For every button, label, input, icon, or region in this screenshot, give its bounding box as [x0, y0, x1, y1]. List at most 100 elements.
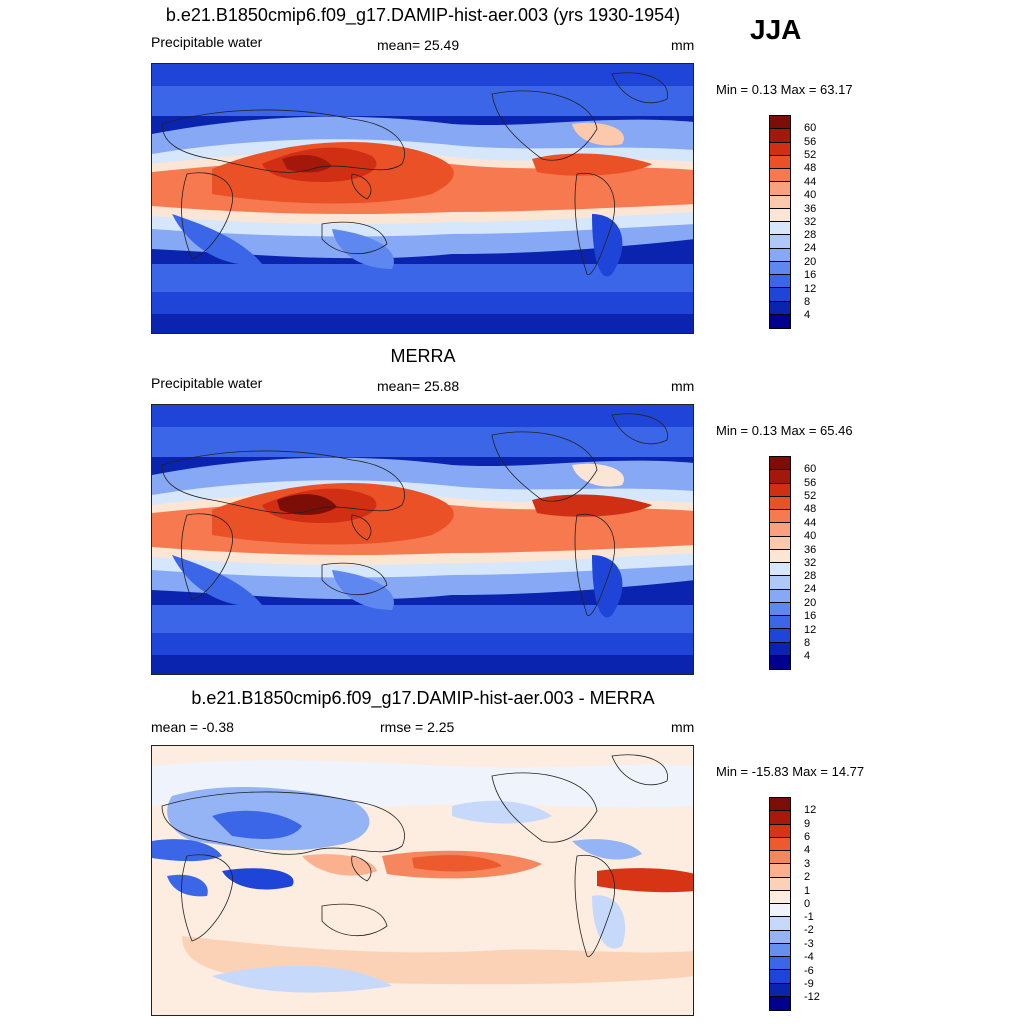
panel-3-map-svg	[152, 746, 693, 1015]
contour-region	[592, 895, 626, 949]
colorbar-swatch	[770, 208, 790, 222]
colorbar-swatch	[770, 930, 790, 944]
colorbar-swatch	[770, 155, 790, 169]
panel-1-cbar-label: 44	[804, 176, 817, 188]
colorbar-swatch	[770, 275, 790, 289]
panel-1-mean-label: mean= 25.49	[377, 37, 460, 53]
coastline	[161, 791, 405, 855]
panel-3-cbar-label: -9	[804, 978, 814, 990]
contour-region	[592, 555, 623, 618]
coastline	[321, 221, 388, 255]
panel-1-cbar-label: 28	[804, 229, 817, 241]
panel-1-cbar-label: 16	[804, 269, 817, 281]
colorbar-swatch	[770, 576, 790, 590]
contour-region	[167, 874, 208, 897]
contour-region	[302, 854, 377, 876]
colorbar-swatch	[770, 261, 790, 275]
panel-3-cbar-label: -4	[804, 951, 814, 963]
panel-2-cbar-label: 60	[804, 463, 817, 475]
colorbar-swatch	[770, 904, 790, 918]
colorbar-swatch	[770, 811, 790, 825]
panel-2-cbar-label: 24	[804, 583, 817, 595]
panel-2-title: MERRA	[390, 346, 456, 366]
panel-2-coastlines	[161, 413, 668, 616]
colorbar-swatch	[770, 248, 790, 262]
coastline	[491, 90, 598, 161]
panel-2-cbar-label: 48	[804, 503, 817, 515]
panel-3-colorbar-cells	[770, 798, 790, 1010]
colorbar-swatch	[770, 798, 790, 812]
panel-2-cbar-label: 36	[804, 544, 817, 556]
coastline	[351, 173, 372, 200]
coastline	[321, 562, 388, 596]
contour-region	[152, 64, 693, 86]
panel-2-colorbar-cells	[770, 457, 790, 669]
panel-3-coastlines	[161, 754, 668, 957]
colorbar-swatch	[770, 877, 790, 891]
colorbar-swatch	[770, 549, 790, 563]
colorbar-swatch	[770, 943, 790, 957]
panel-2-cbar-label: 12	[804, 624, 817, 636]
panel-1-map-svg	[152, 64, 693, 333]
panel-2-cbar-label: 52	[804, 490, 817, 502]
coastline	[574, 172, 615, 275]
colorbar-swatch	[770, 996, 790, 1010]
contour-region	[152, 633, 693, 655]
colorbar-swatch	[770, 563, 790, 577]
coastline	[574, 513, 615, 616]
colorbar-swatch	[770, 851, 790, 865]
colorbar-swatch	[770, 314, 790, 328]
contour-region	[152, 292, 693, 314]
colorbar-swatch	[770, 510, 790, 524]
contour-region	[572, 839, 642, 860]
contour-region	[332, 570, 394, 610]
panel-3-title: b.e21.B1850cmip6.f09_g17.DAMIP-hist-aer.…	[191, 688, 655, 708]
coastline	[491, 431, 598, 502]
colorbar-swatch	[770, 824, 790, 838]
panel-2-map	[151, 404, 694, 675]
colorbar-swatch	[770, 970, 790, 984]
panel-1-cbar-label: 12	[804, 283, 817, 295]
colorbar-swatch	[770, 496, 790, 510]
contour-region	[212, 810, 302, 839]
coastline	[181, 172, 233, 260]
panel-2-variable-label: Precipitable water	[151, 375, 263, 391]
panel-3-cbar-label: 0	[804, 898, 811, 910]
colorbar-swatch	[770, 288, 790, 302]
panel-3-map	[151, 745, 694, 1016]
panel-1-units-label: mm	[671, 37, 695, 53]
panel-2-cbar-label: 32	[804, 557, 817, 569]
colorbar-swatch	[770, 457, 790, 471]
contour-region	[152, 839, 222, 862]
panel-3-cbar-label: 4	[804, 844, 811, 856]
panel-2-cbar-label: 20	[804, 597, 817, 609]
coastline	[161, 450, 405, 514]
panel-1-cbar-label: 4	[804, 309, 811, 321]
panel-3-cbar-label: -2	[804, 924, 814, 936]
season-label: JJA	[750, 14, 802, 45]
colorbar-swatch	[770, 470, 790, 484]
panel-3-mean-label: mean = -0.38	[151, 719, 234, 735]
panel-3-cbar-label: 6	[804, 831, 811, 843]
panel-3-colorbar	[769, 797, 791, 1011]
colorbar-swatch	[770, 169, 790, 183]
colorbar-swatch	[770, 917, 790, 931]
panel-1-map	[151, 63, 694, 334]
coastline	[181, 854, 233, 942]
panel-3-cbar-label: 3	[804, 858, 811, 870]
panel-2-cbar-label: 28	[804, 570, 817, 582]
contour-region	[277, 494, 337, 515]
colorbar-swatch	[770, 890, 790, 904]
coastline	[351, 514, 372, 541]
panel-3-cbar-label: 12	[804, 804, 817, 816]
panel-1-cbar-label: 20	[804, 256, 817, 268]
colorbar-swatch	[770, 235, 790, 249]
panel-1-cbar-label: 52	[804, 149, 817, 161]
panel-2-units-label: mm	[671, 378, 695, 394]
panel-2-cbar-label: 16	[804, 610, 817, 622]
panel-3-cbar-label: 1	[804, 885, 811, 897]
contour-region	[152, 314, 693, 333]
contour-region	[152, 427, 693, 457]
contour-region	[452, 800, 552, 824]
colorbar-swatch	[770, 864, 790, 878]
